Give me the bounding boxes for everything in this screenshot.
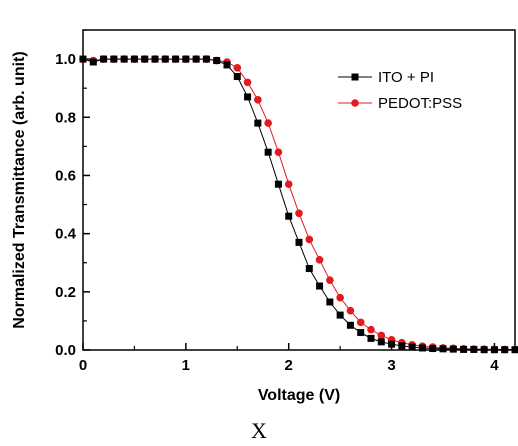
data-point-ito-pi <box>470 345 478 353</box>
y-tick-label: 0.8 <box>55 109 76 126</box>
data-point-ito-pi <box>274 180 282 188</box>
legend-marker-square <box>351 73 359 81</box>
data-point-ito-pi <box>367 334 375 342</box>
data-point-ito-pi <box>100 55 108 63</box>
data-point-pedot-pss <box>254 96 262 104</box>
data-point-ito-pi <box>305 265 313 273</box>
data-point-ito-pi <box>130 55 138 63</box>
data-point-pedot-pss <box>346 306 355 315</box>
data-point-ito-pi <box>151 55 159 63</box>
x-tick-label: 1 <box>182 357 190 374</box>
data-point-pedot-pss <box>326 276 334 284</box>
data-point-ito-pi <box>285 212 293 220</box>
data-point-ito-pi <box>316 282 324 290</box>
x-tick-label: 4 <box>490 357 499 374</box>
data-point-ito-pi <box>110 55 118 63</box>
data-point-ito-pi <box>244 93 252 101</box>
legend-label: PEDOT:PSS <box>378 95 462 112</box>
legend-label: ITO + PI <box>378 69 434 86</box>
data-point-ito-pi <box>264 148 272 156</box>
data-point-ito-pi <box>346 321 354 329</box>
data-point-ito-pi <box>408 343 416 351</box>
plot-area-frame <box>82 29 516 351</box>
data-point-ito-pi <box>79 55 87 63</box>
data-point-pedot-pss <box>315 256 324 264</box>
data-point-pedot-pss <box>233 64 242 72</box>
data-point-pedot-pss <box>243 78 252 87</box>
legend: ITO + PI PEDOT:PSS <box>338 69 462 112</box>
data-point-pedot-pss <box>377 331 386 340</box>
data-point-ito-pi <box>336 311 344 319</box>
data-point-ito-pi <box>120 55 128 63</box>
data-point-ito-pi <box>398 342 406 350</box>
y-tick-label: 1.0 <box>55 51 76 68</box>
data-point-ito-pi <box>182 55 190 63</box>
data-point-ito-pi <box>460 345 468 353</box>
x-tick-label: 0 <box>79 357 87 374</box>
data-point-ito-pi <box>449 345 457 353</box>
data-point-ito-pi <box>295 238 303 246</box>
y-tick-label: 0.4 <box>55 226 77 243</box>
data-point-ito-pi <box>254 119 262 127</box>
legend-marker-circle <box>351 99 359 107</box>
data-point-pedot-pss <box>305 235 314 244</box>
data-point-pedot-pss <box>274 148 283 156</box>
data-point-pedot-pss <box>264 119 272 127</box>
data-point-ito-pi <box>490 346 498 354</box>
data-point-ito-pi <box>213 57 221 65</box>
axis-ticks: 0 1 2 3 4 0.0 0.2 0.4 0.6 0.8 1.0 <box>55 29 499 374</box>
data-point-ito-pi <box>480 346 488 354</box>
data-point-pedot-pss <box>284 180 293 188</box>
y-tick-label: 0.2 <box>55 284 76 301</box>
data-point-ito-pi <box>172 55 180 63</box>
data-point-ito-pi <box>141 55 149 63</box>
figure-caption: X <box>251 418 267 443</box>
data-point-ito-pi <box>89 58 97 66</box>
data-point-ito-pi <box>429 345 437 353</box>
data-point-ito-pi <box>202 55 210 63</box>
data-point-ito-pi <box>418 344 426 352</box>
y-tick-label: 0.6 <box>55 167 76 184</box>
data-point-ito-pi <box>439 345 447 353</box>
y-tick-label: 0.0 <box>55 342 76 359</box>
series-layer <box>79 55 518 354</box>
data-point-pedot-pss <box>356 318 365 327</box>
data-point-pedot-pss <box>336 293 344 302</box>
data-point-ito-pi <box>357 329 365 337</box>
x-tick-label: 3 <box>387 357 395 374</box>
y-axis-title: Normalized Transmittance (arb. unit) <box>11 51 28 328</box>
x-tick-label: 2 <box>285 357 293 374</box>
data-point-ito-pi <box>326 298 334 306</box>
data-point-ito-pi <box>388 340 396 348</box>
data-point-ito-pi <box>377 338 385 346</box>
data-point-ito-pi <box>511 346 518 354</box>
data-point-ito-pi <box>233 73 241 81</box>
data-point-pedot-pss <box>295 209 303 218</box>
data-point-ito-pi <box>161 55 169 63</box>
data-point-pedot-pss <box>367 325 375 334</box>
data-point-ito-pi <box>223 61 231 69</box>
x-axis-title: Voltage (V) <box>258 387 340 404</box>
data-point-ito-pi <box>501 346 509 354</box>
data-point-ito-pi <box>192 55 200 63</box>
